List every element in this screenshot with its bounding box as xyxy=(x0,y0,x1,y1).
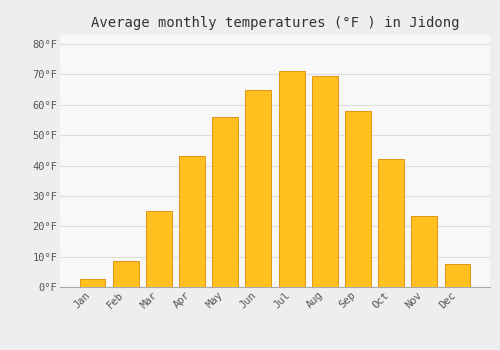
Bar xyxy=(345,111,371,287)
Bar xyxy=(112,261,138,287)
Bar xyxy=(412,216,438,287)
Bar xyxy=(212,117,238,287)
Bar xyxy=(246,90,272,287)
Bar xyxy=(312,76,338,287)
Bar xyxy=(444,264,470,287)
Title: Average monthly temperatures (°F ) in Jidong: Average monthly temperatures (°F ) in Ji… xyxy=(91,16,459,30)
Bar xyxy=(146,211,172,287)
Bar xyxy=(179,156,205,287)
Bar xyxy=(278,71,304,287)
Bar xyxy=(378,160,404,287)
Bar xyxy=(80,279,106,287)
